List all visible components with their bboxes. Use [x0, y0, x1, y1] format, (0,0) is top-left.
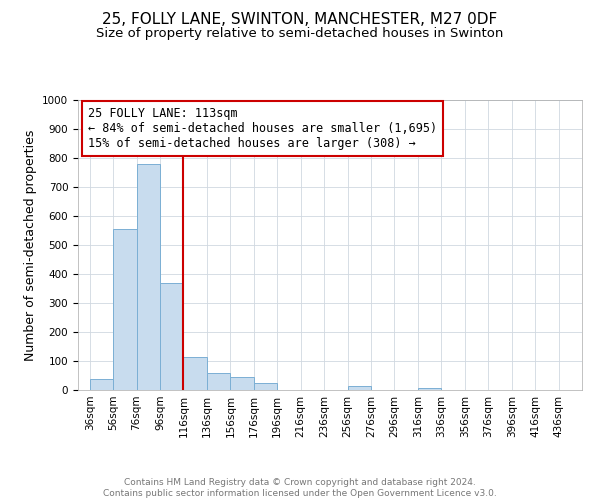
Bar [160, 282, 184, 390]
Bar [418, 388, 442, 390]
Bar [184, 356, 207, 390]
Text: Contains HM Land Registry data © Crown copyright and database right 2024.
Contai: Contains HM Land Registry data © Crown c… [103, 478, 497, 498]
Bar [230, 377, 254, 390]
Text: 25 FOLLY LANE: 113sqm
← 84% of semi-detached houses are smaller (1,695)
15% of s: 25 FOLLY LANE: 113sqm ← 84% of semi-deta… [88, 108, 437, 150]
Text: Size of property relative to semi-detached houses in Swinton: Size of property relative to semi-detach… [97, 28, 503, 40]
Bar [207, 372, 230, 390]
Bar [137, 164, 160, 390]
Bar [90, 379, 113, 390]
Bar [254, 383, 277, 390]
Bar [113, 229, 137, 390]
Bar [347, 386, 371, 390]
Y-axis label: Number of semi-detached properties: Number of semi-detached properties [23, 130, 37, 360]
Text: 25, FOLLY LANE, SWINTON, MANCHESTER, M27 0DF: 25, FOLLY LANE, SWINTON, MANCHESTER, M27… [103, 12, 497, 28]
